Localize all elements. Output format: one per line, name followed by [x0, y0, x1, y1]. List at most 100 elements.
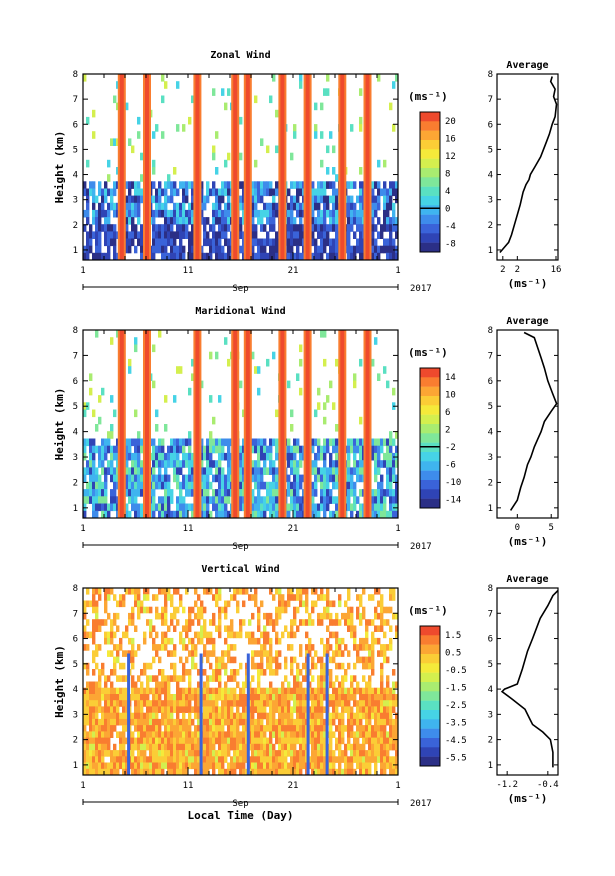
heatmap-cell: [296, 625, 300, 632]
avg-y-tick-label: 6: [488, 635, 493, 645]
heatmap-cell: [386, 750, 390, 757]
heatmap-cell: [179, 631, 183, 639]
x-tick-label: 21: [288, 781, 299, 791]
heatmap-cell: [137, 231, 141, 239]
heatmap-cell: [182, 669, 186, 676]
heatmap-cell: [269, 438, 273, 447]
heatmap-cell: [365, 631, 369, 639]
heatmap-cell: [281, 594, 285, 601]
heatmap-cell: [197, 725, 201, 732]
heatmap-cell: [254, 481, 258, 490]
avg-x-tick-label: 0: [515, 523, 520, 533]
heatmap-cell: [311, 481, 315, 490]
heatmap-cell: [203, 756, 207, 763]
heatmap-cell: [359, 756, 363, 763]
heatmap-cell: [344, 750, 348, 757]
heatmap-cell: [137, 431, 141, 439]
heatmap-cell: [173, 762, 177, 770]
heatmap-cell: [353, 217, 357, 225]
heatmap-cell: [158, 768, 162, 776]
heatmap-cell: [293, 496, 297, 504]
heatmap-cell: [311, 209, 315, 218]
heatmap-cell: [212, 650, 216, 657]
heatmap-cell: [185, 694, 189, 701]
heatmap-cell: [116, 81, 120, 89]
heatmap-cell: [251, 467, 255, 475]
heatmap-cell: [212, 438, 216, 447]
heatmap-cell: [257, 756, 261, 763]
heatmap-cell: [326, 600, 330, 608]
avg-x-tick-label: 2: [500, 265, 505, 275]
heatmap-cell: [104, 503, 108, 512]
heatmap-cell: [98, 750, 102, 757]
heatmap-cell: [215, 238, 219, 247]
heatmap-cell: [224, 474, 228, 483]
heatmap-cell: [251, 460, 255, 468]
heatmap-cell: [389, 496, 393, 504]
x-tick-label: 1: [80, 266, 85, 276]
heatmap-cell: [383, 217, 387, 225]
heatmap-cell: [257, 252, 261, 261]
heatmap-cell: [326, 74, 330, 82]
colorbar-swatch: [420, 377, 440, 387]
heatmap-cell: [176, 481, 180, 490]
heatmap-cell: [209, 351, 213, 360]
heatmap-cell: [341, 737, 345, 745]
heatmap-cell: [188, 700, 192, 707]
heatmap-cell: [338, 731, 342, 738]
heatmap-cell: [134, 409, 138, 418]
heatmap-cell: [110, 503, 114, 512]
heatmap-cell: [137, 460, 141, 468]
heatmap-cell: [167, 675, 171, 682]
heatmap-cell: [83, 445, 87, 454]
heatmap-cell: [383, 195, 387, 204]
heatmap-cell: [320, 619, 324, 626]
heatmap-cell: [317, 675, 321, 682]
heatmap-cell: [95, 712, 99, 720]
heatmap-cell: [326, 252, 330, 261]
average-title: Average: [506, 60, 548, 71]
heatmap-cell: [389, 452, 393, 461]
heatmap-cell: [272, 74, 276, 82]
heatmap-cell: [380, 460, 384, 468]
heatmap-cell: [101, 706, 105, 713]
heatmap-cell: [104, 631, 108, 639]
heatmap-cell: [350, 467, 354, 475]
heatmap-cell: [260, 474, 264, 483]
heatmap-cell: [128, 245, 132, 254]
heatmap-cell: [233, 712, 237, 720]
heatmap-cell: [290, 181, 294, 189]
heatmap-cell: [170, 700, 174, 707]
heatmap-cell: [356, 496, 360, 504]
heatmap-cell: [269, 202, 273, 211]
colorbar-label: -2.5: [445, 701, 467, 711]
heatmap-cell: [176, 81, 180, 89]
heatmap-cell: [221, 217, 225, 225]
heatmap-cell: [242, 588, 246, 595]
heatmap-cell: [203, 743, 207, 751]
heatmap-cell: [110, 467, 114, 475]
heatmap-cell: [311, 202, 315, 211]
heatmap-cell: [272, 245, 276, 254]
heatmap-cell: [83, 762, 87, 770]
heatmap-cell: [188, 438, 192, 447]
heatmap-cell: [287, 188, 291, 197]
heatmap-cell: [182, 252, 186, 261]
y-axis-label: Height (km): [53, 645, 66, 718]
avg-x-tick-label: 2: [515, 265, 520, 275]
heatmap-cell: [140, 750, 144, 757]
heatmap-cell: [236, 631, 240, 639]
heatmap-cell: [191, 718, 195, 726]
heatmap-cell: [269, 637, 273, 645]
heatmap-cell: [224, 712, 228, 720]
heatmap-cell: [179, 725, 183, 732]
heatmap-cell: [155, 737, 159, 745]
heatmap-cell: [251, 496, 255, 504]
heatmap-cell: [221, 503, 225, 512]
colorbar-label: 16: [445, 134, 456, 144]
heatmap-cell: [245, 675, 249, 682]
heatmap-cell: [242, 409, 246, 418]
heatmap-cell: [296, 467, 300, 475]
colorbar-frame: [419, 625, 441, 767]
